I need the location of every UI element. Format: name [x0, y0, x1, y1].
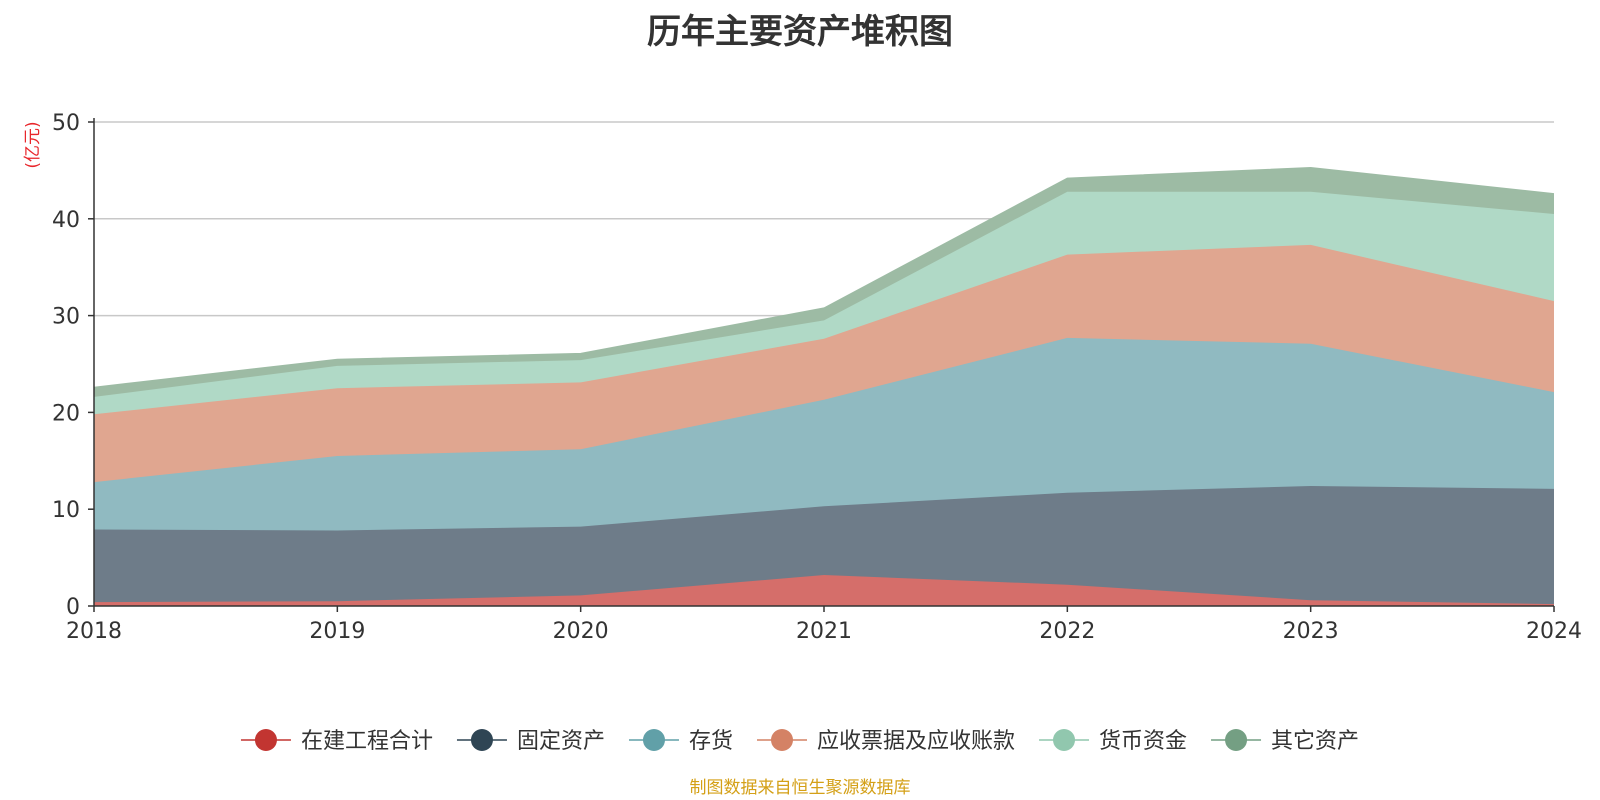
source-note: 制图数据来自恒生聚源数据库 — [689, 778, 911, 798]
x-tick-label-2020: 2020 — [553, 619, 609, 644]
area-series-0 — [94, 575, 1554, 606]
legend-marker-5 — [1225, 729, 1248, 751]
legend-marker-2 — [642, 729, 665, 751]
legend-label-0: 在建工程合计 — [301, 729, 433, 754]
x-tick-label-2023: 2023 — [1283, 619, 1339, 644]
area-series-1 — [94, 486, 1554, 605]
legend-marker-0 — [254, 729, 277, 751]
y-tick-label-0: 0 — [66, 595, 80, 620]
y-axis-unit-label: (亿元) — [23, 121, 43, 168]
legend-item-2: 存货 — [628, 729, 733, 754]
x-tick-label-2019: 2019 — [309, 619, 365, 644]
legend-item-4: 货币资金 — [1039, 729, 1187, 754]
chart-title: 历年主要资产堆积图 — [647, 12, 953, 52]
legend-label-5: 其它资产 — [1271, 729, 1359, 754]
legend-item-3: 应收票据及应收账款 — [757, 729, 1015, 754]
y-tick-label-50: 50 — [52, 111, 80, 136]
legend-marker-1 — [470, 729, 493, 751]
legend-marker-3 — [771, 729, 793, 751]
area-series-5 — [94, 167, 1554, 397]
legend-item-0: 在建工程合计 — [240, 729, 433, 754]
area-series-4 — [94, 191, 1554, 415]
legend-label-2: 存货 — [689, 729, 733, 754]
y-tick-label-10: 10 — [52, 498, 80, 523]
legend: 在建工程合计 固定资产 存货 应收票据及应收账款 货币资金 其它资产 — [240, 729, 1359, 754]
area-edge-series-5 — [93, 166, 1555, 388]
y-tick-label-40: 40 — [52, 208, 80, 233]
x-tick-label-2021: 2021 — [796, 619, 852, 644]
legend-item-1: 固定资产 — [456, 729, 605, 754]
x-tick-label-2022: 2022 — [1039, 619, 1095, 644]
legend-marker-4 — [1053, 729, 1076, 751]
legend-label-1: 固定资产 — [517, 729, 605, 754]
x-tick-label-2018: 2018 — [66, 619, 122, 644]
legend-item-5: 其它资产 — [1211, 729, 1359, 754]
area-layer — [93, 166, 1555, 606]
legend-label-3: 应收票据及应收账款 — [817, 729, 1015, 754]
area-series-2 — [94, 337, 1554, 531]
x-tick-label-2024: 2024 — [1526, 619, 1582, 644]
y-tick-label-30: 30 — [52, 305, 80, 330]
y-tick-label-20: 20 — [52, 401, 80, 426]
area-series-3 — [94, 244, 1554, 483]
axis-layer: 0 10 20 30 40 50 2018 2019 2020 2021 2022 2023 2024 — [52, 111, 1582, 644]
legend-label-4: 货币资金 — [1099, 729, 1187, 754]
